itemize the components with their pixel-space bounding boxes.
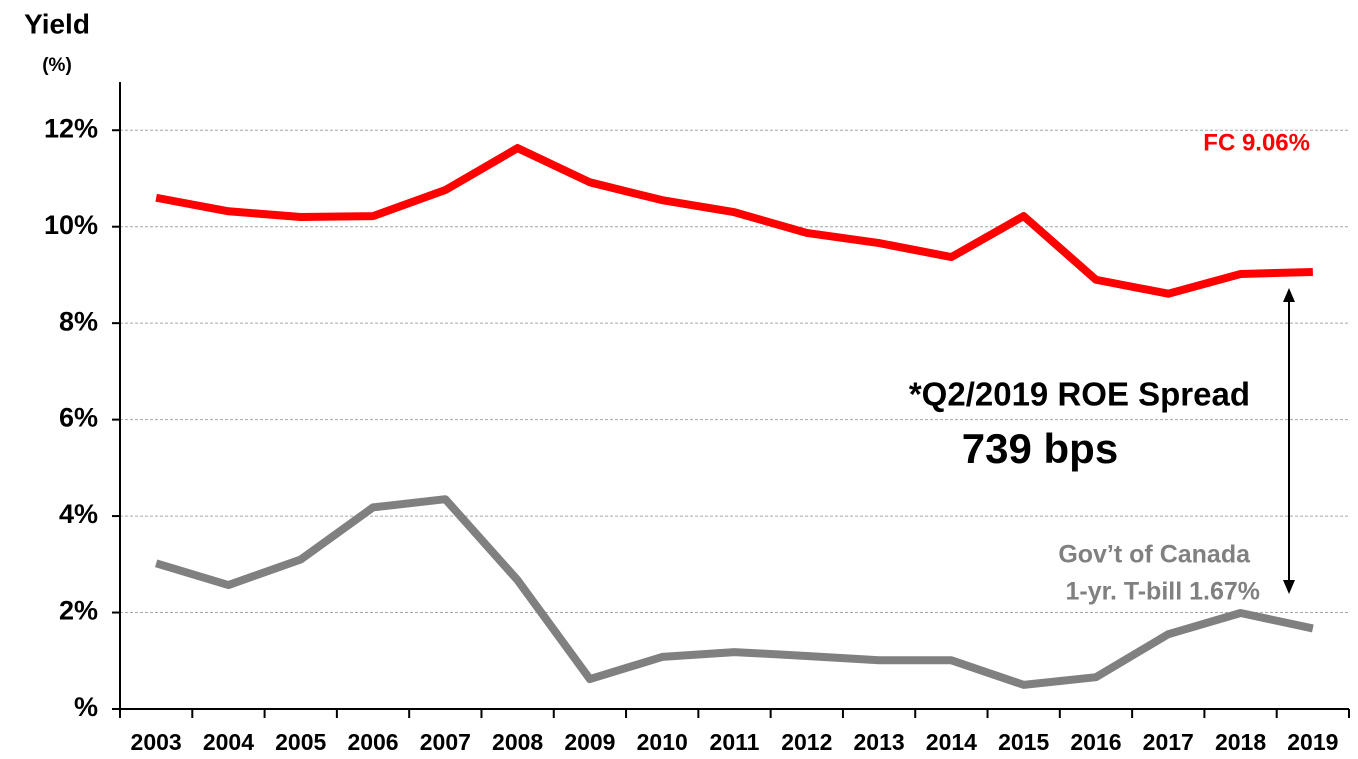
x-tick-label: 2009 bbox=[564, 729, 615, 755]
y-tick-label: 8% bbox=[59, 306, 98, 336]
x-tick-label: 2016 bbox=[1070, 729, 1121, 755]
y-axis-label: Yield bbox=[24, 8, 90, 39]
y-tick-label: % bbox=[74, 692, 98, 722]
x-tick-label: 2015 bbox=[998, 729, 1049, 755]
x-tick-label: 2017 bbox=[1143, 729, 1194, 755]
x-tick-label: 2018 bbox=[1215, 729, 1266, 755]
series-line bbox=[154, 495, 1314, 689]
x-tick-label: 2011 bbox=[710, 729, 760, 755]
y-tick-label: 2% bbox=[59, 596, 98, 626]
x-tick-label: 2008 bbox=[492, 729, 543, 755]
y-tick-label: 12% bbox=[44, 113, 98, 143]
x-tick-label: 2010 bbox=[637, 729, 688, 755]
tbill-annotation: 1-yr. T-bill 1.67% bbox=[1065, 578, 1260, 606]
x-tick-label: 2013 bbox=[854, 729, 905, 755]
y-tick-label: 10% bbox=[44, 210, 98, 240]
x-tick-label: 2005 bbox=[275, 729, 326, 755]
x-tick-label: 2004 bbox=[203, 729, 254, 755]
x-tick-label: 2007 bbox=[420, 729, 471, 755]
x-tick-label: 2006 bbox=[347, 729, 398, 755]
y-tick-label: 6% bbox=[59, 403, 98, 433]
y-axis-unit: (%) bbox=[42, 55, 72, 76]
spread-annotation: *Q2/2019 ROE Spread bbox=[909, 376, 1250, 413]
spread-value: 739 bps bbox=[962, 425, 1118, 472]
spread-arrow bbox=[1283, 288, 1295, 594]
tbill-annotation: Gov’t of Canada bbox=[1058, 541, 1251, 569]
x-tick-label: 2012 bbox=[781, 729, 832, 755]
series-line bbox=[155, 144, 1313, 298]
y-tick-label: 4% bbox=[59, 499, 98, 529]
fc-annotation: FC 9.06% bbox=[1203, 129, 1310, 156]
x-tick-label: 2003 bbox=[131, 729, 182, 755]
x-tick-label: 2019 bbox=[1287, 729, 1338, 755]
x-tick-label: 2014 bbox=[926, 729, 977, 755]
